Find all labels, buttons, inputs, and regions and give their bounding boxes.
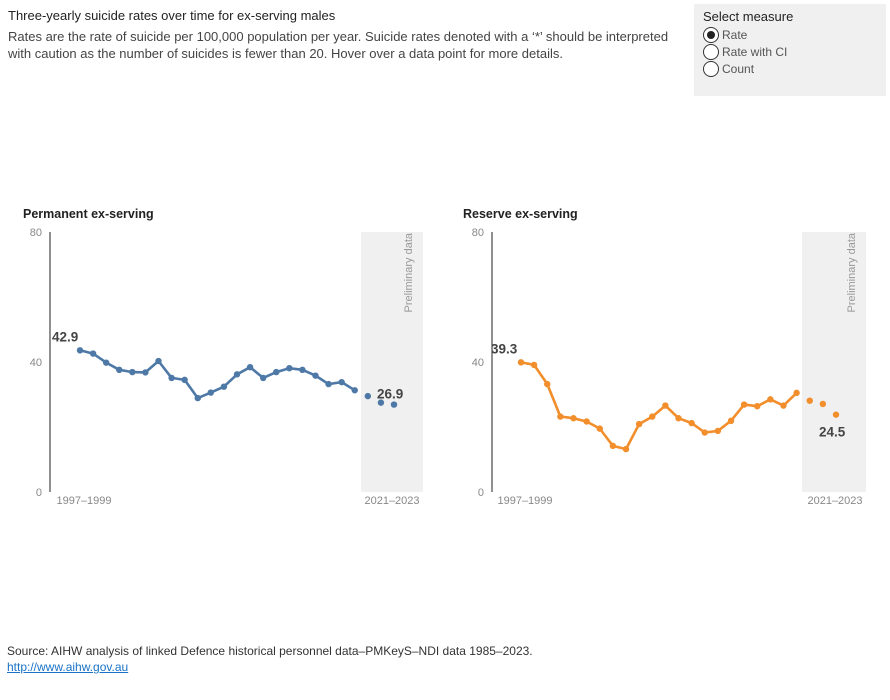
- measure-option-label: Count: [722, 61, 755, 76]
- data-point: [351, 387, 358, 394]
- data-point: [819, 400, 827, 408]
- measure-option-label: Rate: [722, 27, 748, 42]
- data-point: [155, 357, 162, 365]
- x-tick-label: 1997–1999: [497, 495, 552, 507]
- measure-option-count[interactable]: Count: [703, 60, 877, 77]
- data-point: [181, 376, 188, 384]
- data-point: [727, 417, 735, 425]
- data-point: [714, 427, 722, 435]
- data-point: [129, 368, 136, 376]
- data-point: [390, 401, 398, 408]
- radio-rate[interactable]: [703, 26, 719, 43]
- header: Three-yearly suicide rates over time for…: [8, 8, 688, 62]
- panel-title: Permanent ex-serving: [23, 207, 154, 221]
- data-point: [767, 396, 774, 403]
- panel-title: Reserve ex-serving: [463, 207, 578, 221]
- data-point: [832, 411, 840, 418]
- data-point: [286, 364, 293, 372]
- preliminary-band: [361, 232, 423, 492]
- data-point: [806, 397, 813, 404]
- data-point: [530, 361, 538, 369]
- data-point: [583, 418, 590, 425]
- data-point: [102, 359, 110, 366]
- data-point: [662, 402, 669, 409]
- data-point: [220, 383, 228, 390]
- source-note: Source: AIHW analysis of linked Defence …: [7, 644, 533, 658]
- data-point: [793, 389, 800, 397]
- measure-option-rate[interactable]: Rate: [703, 26, 877, 43]
- data-point: [517, 359, 525, 366]
- preliminary-label: Preliminary data: [846, 232, 858, 312]
- data-point: [754, 403, 761, 410]
- data-point: [259, 374, 267, 382]
- data-point: [701, 429, 708, 436]
- measure-option-label: Rate with CI: [722, 44, 788, 59]
- chart-title: Three-yearly suicide rates over time for…: [8, 8, 336, 23]
- measure-selector-title: Select measure: [703, 9, 794, 24]
- data-point: [299, 366, 306, 373]
- x-tick-label: 2021–2023: [807, 495, 862, 507]
- y-tick-label: 0: [478, 487, 484, 499]
- data-point: [168, 374, 175, 382]
- series-line: [520, 361, 798, 451]
- data-point: [596, 425, 603, 432]
- preliminary-label: Preliminary data: [403, 232, 415, 312]
- data-point: [675, 415, 682, 422]
- x-tick-label: 1997–1999: [56, 495, 111, 507]
- data-point: [325, 380, 332, 388]
- preliminary-band: [802, 232, 866, 492]
- data-point: [740, 401, 748, 408]
- y-tick-label: 40: [30, 357, 42, 369]
- data-point: [557, 413, 564, 420]
- source-link[interactable]: http://www.aihw.gov.au: [7, 660, 129, 674]
- data-point: [207, 389, 215, 396]
- data-point: [649, 413, 656, 420]
- data-point: [142, 369, 149, 376]
- series-line: [79, 349, 356, 400]
- measure-selector: Select measure Rate Rate with CI Count: [694, 4, 886, 96]
- data-point: [233, 371, 241, 378]
- data-point: [544, 380, 551, 388]
- data-point: [377, 399, 385, 406]
- data-point: [76, 347, 84, 354]
- data-point: [116, 366, 123, 373]
- measure-option-rate-with-ci[interactable]: Rate with CI: [703, 43, 877, 60]
- data-point: [364, 392, 372, 400]
- data-point: [780, 402, 787, 409]
- y-tick-label: 80: [30, 227, 42, 239]
- data-label: 26.9: [377, 387, 403, 402]
- data-point: [622, 445, 630, 453]
- radio-count[interactable]: [703, 60, 719, 77]
- data-label: 24.5: [819, 425, 846, 440]
- x-tick-label: 2021–2023: [364, 495, 419, 507]
- charts-area: Permanent ex-serving Preliminary data 0 40 8…: [23, 207, 866, 507]
- data-point: [635, 420, 643, 428]
- data-point: [273, 368, 280, 376]
- data-point: [688, 419, 695, 427]
- data-point: [194, 394, 201, 402]
- data-point: [338, 378, 345, 386]
- data-label: 39.3: [491, 341, 518, 356]
- data-point: [89, 350, 97, 357]
- chart-subtitle: Rates are the rate of suicide per 100,00…: [8, 29, 669, 61]
- y-tick-label: 40: [472, 357, 484, 369]
- y-tick-label: 0: [36, 487, 42, 499]
- radio-rate-with-ci[interactable]: [703, 43, 719, 60]
- y-tick-label: 80: [472, 227, 484, 239]
- data-point: [570, 415, 577, 422]
- data-point: [312, 372, 319, 379]
- footer: Source: AIHW analysis of linked Defence …: [7, 644, 533, 674]
- data-point: [246, 364, 254, 371]
- data-label: 42.9: [52, 329, 78, 344]
- data-point: [609, 442, 617, 450]
